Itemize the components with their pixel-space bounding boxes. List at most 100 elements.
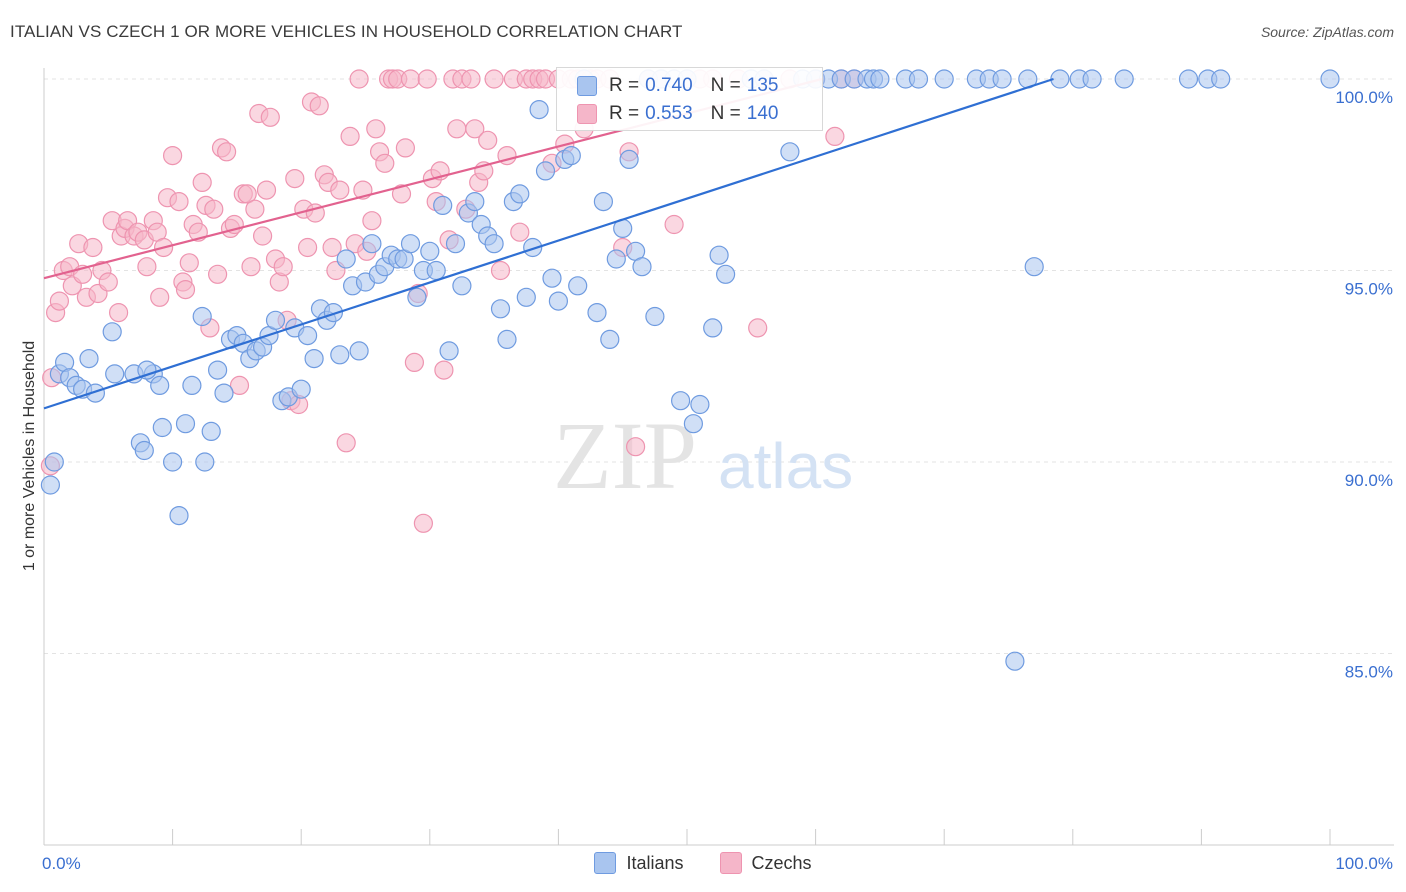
czechs-point [447,119,467,139]
czechs-point [434,360,454,380]
italians-point [265,310,286,330]
italians-point [79,349,99,369]
italians-point [709,245,729,265]
czechs-point [217,142,237,162]
italians-point [606,249,626,269]
czechs-point [260,107,280,127]
czechs-point [108,303,129,323]
italians-point [323,303,343,323]
italians-point [529,99,549,120]
italians-n-value: 135 [746,75,779,96]
italians-r-value: 0.740 [645,75,693,96]
italians-point [420,241,440,261]
italians-point [102,322,122,342]
italians-point [407,287,427,307]
czechs-point [362,211,382,231]
czechs-r-label: R = [609,103,640,124]
italians-point [1050,69,1070,89]
czechs-point [285,169,305,189]
italians-point [349,341,369,361]
trend-lines [43,77,1054,410]
italians-point [992,69,1012,89]
czechs-n-label: N = [710,103,741,124]
czechs-point [336,433,356,453]
czechs-point [98,272,118,292]
axes [43,68,1394,846]
italians-r-label: R = [609,75,640,96]
czechs-point [366,119,386,139]
italians-point [336,249,356,269]
italians-point [40,475,61,495]
italians-point [1024,257,1044,277]
source-credit: Source: ZipAtlas.com [1260,24,1394,40]
italians-point [548,291,569,311]
czechs-point [748,318,768,338]
italians-trend-line [43,77,1054,410]
italians-point [780,142,800,162]
czechs-point [465,119,485,139]
italians-point [175,414,196,434]
italians-point [195,452,215,472]
legend-item-italians[interactable]: Italians [594,852,684,874]
tick-labels: 100.0% 95.0% 90.0% 85.0% 0.0% 100.0% [42,88,1393,873]
legend-row-czechs: R = 0.553 N = 140 [577,102,778,126]
czechs-point [478,130,498,150]
czechs-point [484,69,504,89]
italians-point [1211,69,1231,89]
italians-point [619,149,639,169]
italians-n-label: N = [710,75,741,96]
italians-point [1005,651,1025,671]
italians-point [715,264,736,284]
italians-point [44,452,64,472]
italians-point [1114,69,1134,89]
czechs-point [322,237,342,258]
czechs-point [298,237,318,258]
czechs-point [137,257,157,277]
italians-point [870,69,890,89]
czechs-point [237,184,257,204]
czechs-point [150,287,170,307]
italians-point [510,184,530,204]
czechs-point [208,264,228,284]
czechs-point [192,172,212,192]
italians-point [670,391,691,411]
czechs-point [391,184,412,204]
italians-point [152,417,172,438]
x-tick-label-min: 0.0% [42,854,81,873]
series-italians-points [40,69,1340,671]
y-tick-label: 85.0% [1345,663,1393,682]
czechs-point [204,199,224,219]
italians-point [400,234,421,254]
italians-point [163,452,183,472]
italians-point [645,306,665,327]
italians-point [632,257,652,277]
czechs-point [163,146,183,166]
czechs-point [404,352,424,372]
legend-item-czechs[interactable]: Czechs [719,852,812,874]
italians-point [362,234,382,254]
italians-point [593,192,614,212]
czechs-point [330,180,350,200]
italians-point [1082,69,1102,89]
italians-point [465,192,485,212]
italians-point [1320,69,1340,89]
italians-point [330,345,350,365]
czechs-point [461,69,481,89]
italians-point [201,421,221,441]
italians-point [208,360,228,380]
italians-point [105,364,125,384]
italians-point [304,349,324,369]
italians-point [587,303,607,323]
italians-point [291,379,311,399]
y-tick-label: 100.0% [1335,88,1393,107]
czechs-r-value: 0.553 [645,103,693,124]
italians-point [523,237,543,258]
legend-swatch-czechs [719,852,742,874]
chart-title: ITALIAN VS CZECH 1 OR MORE VEHICLES IN H… [10,22,683,41]
y-tick-label: 90.0% [1345,471,1393,490]
italians-point [683,414,704,434]
legend-row-italians: R = 0.740 N = 135 [577,74,778,98]
czechs-n-value: 140 [746,103,779,124]
italians-point [298,326,318,346]
